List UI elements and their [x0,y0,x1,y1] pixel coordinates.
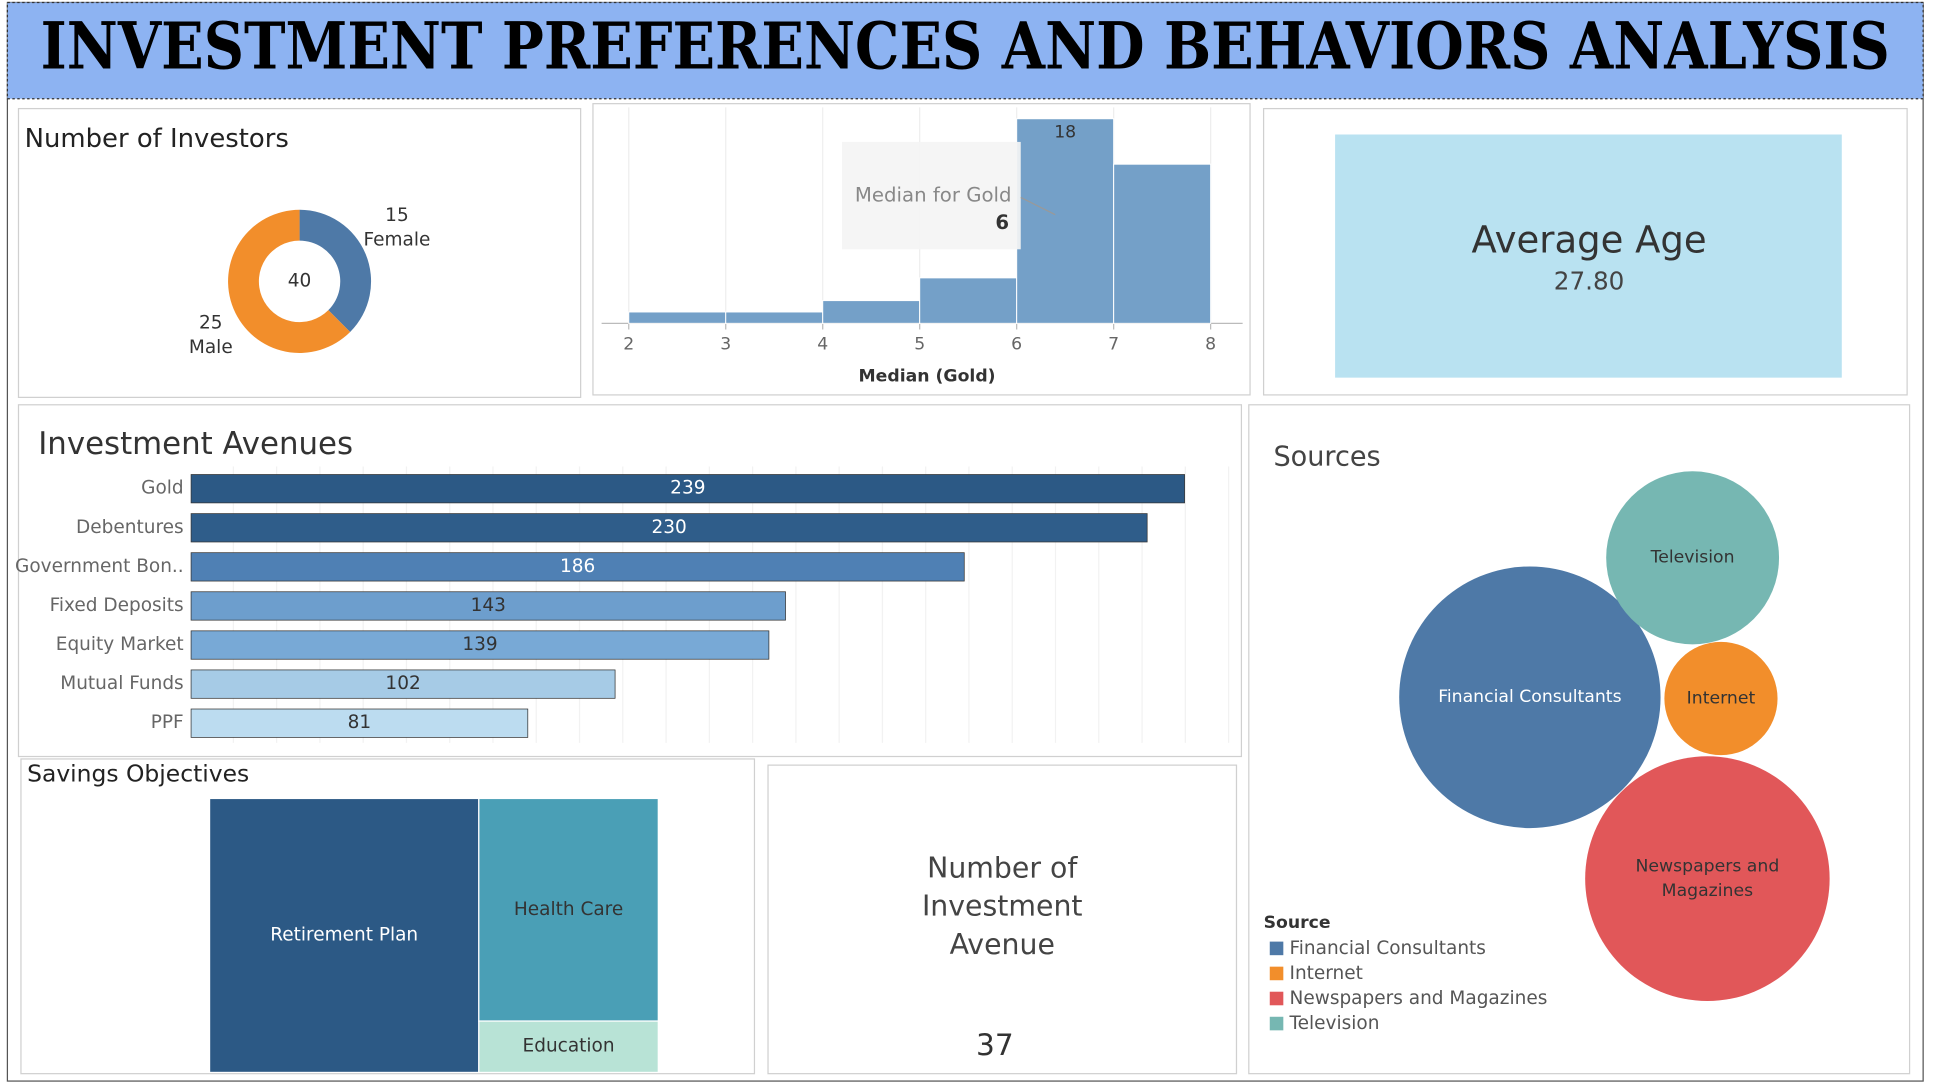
chart-title: Investment Avenues [38,426,353,462]
data-label: Internet [1686,688,1756,709]
bar [190,630,770,660]
category-label: Female [364,230,431,251]
data-label: 143 [471,595,506,616]
bubble [1664,641,1778,756]
annotation-pointer [1020,196,1056,216]
treemap-cell [478,797,659,1022]
kpi-value: 37 [976,1028,1014,1062]
histogram-bar [919,277,1018,324]
bar [190,552,965,582]
chart-title: Savings Objectives [27,760,249,788]
dashboard-title: INVESTMENT PREFERENCES AND BEHAVIORS ANA… [41,9,1890,84]
annotation-value: 6 [995,211,1009,234]
x-tick-label: 2 [623,334,634,354]
data-label: Newspapers and Magazines [1635,856,1780,901]
annotation-text: Median for Gold [855,184,1012,207]
y-tick-label: Debentures [76,517,184,538]
header-bar [6,1,1924,100]
legend-swatch [1269,1016,1284,1031]
y-tick-label: Gold [141,478,184,499]
bar [190,708,529,738]
category-label: Male [189,337,233,358]
legend-label: Financial Consultants [1289,938,1485,959]
y-tick-label: Equity Market [56,634,184,655]
x-tick-label: 4 [817,334,828,354]
bar [190,591,786,621]
x-tick-label: 8 [1205,334,1216,354]
bubble [1399,566,1661,829]
panel [17,107,582,398]
histogram-bar [725,311,824,324]
label-box: Newspapers and Magazines [1635,856,1780,901]
category-label: Retirement Plan [270,924,418,945]
annotation-box [841,141,1021,250]
histogram-bar [1113,163,1212,324]
chart-title: Sources [1273,441,1380,472]
legend-swatch [1269,991,1284,1006]
kpi-title: Average Age [1471,218,1706,261]
data-label: Television [1650,547,1735,568]
data-label: 230 [651,517,686,538]
category-label: Education [523,1036,615,1057]
treemap-cell [478,1020,659,1074]
data-label: 186 [560,556,595,577]
bubble [1606,471,1780,645]
bar [190,474,1185,504]
legend-title: Source [1264,913,1331,933]
donut-slice [228,209,351,353]
data-label: 239 [670,478,705,499]
label-box: Financial Consultants [1438,687,1622,708]
chart-title: Number of Investors [25,124,289,154]
category-label: Health Care [514,899,623,920]
panel [767,764,1238,1075]
data-label: 15 [385,205,409,226]
data-label: 25 [199,312,223,333]
x-tick-label: 5 [914,334,925,354]
kpi-value: 27.80 [1554,267,1625,296]
legend-label: Newspapers and Magazines [1289,988,1547,1009]
kpi-box [1335,134,1842,378]
legend-swatch [1269,941,1284,956]
legend-label: Television [1288,1013,1379,1034]
x-tick-label: 3 [720,334,731,354]
label-box: Internet [1686,688,1756,709]
bar [190,513,1148,543]
kpi-title: Number of Investment Avenue [921,852,1083,961]
y-tick-label: PPF [151,712,184,733]
histogram-bar [822,300,921,324]
data-label: Financial Consultants [1438,687,1622,708]
bubble [1585,756,1830,1002]
histogram-bar [1016,118,1115,324]
y-tick-label: Mutual Funds [60,673,183,694]
y-tick-label: Fixed Deposits [50,595,184,616]
bar [190,669,616,699]
legend-label: Internet [1289,963,1362,984]
label-box: Television [1650,547,1735,568]
data-label: 18 [1054,122,1076,142]
donut-center: 40 [288,270,312,291]
histogram-bar [628,311,727,324]
x-tick-label: 6 [1011,334,1022,354]
x-axis-label: Median (Gold) [859,366,996,386]
donut-slice [299,209,372,332]
data-label: 102 [385,673,420,694]
y-tick-label: Government Bon.. [15,556,184,577]
x-tick-label: 7 [1108,334,1119,354]
data-label: 139 [462,634,497,655]
legend-swatch [1269,966,1284,981]
kpi-title-box: Number of Investment Avenue [921,852,1083,961]
treemap-cell [208,797,480,1074]
data-label: 81 [348,712,372,733]
